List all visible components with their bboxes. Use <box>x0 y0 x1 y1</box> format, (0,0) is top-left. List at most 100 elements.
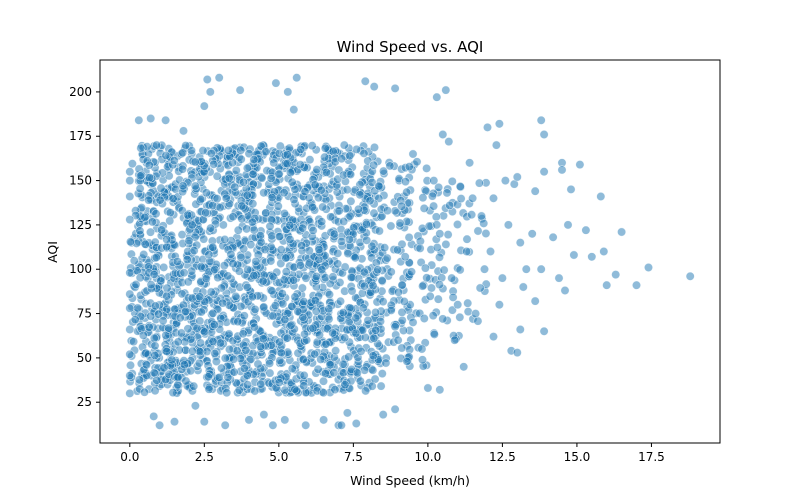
scatter-point <box>488 193 498 203</box>
scatter-point <box>267 286 277 296</box>
scatter-point <box>139 250 149 260</box>
scatter-point <box>222 388 232 398</box>
scatter-point <box>536 115 546 125</box>
scatter-point <box>617 227 627 237</box>
scatter-point <box>412 157 422 167</box>
scatter-point <box>283 87 293 97</box>
y-axis-ticks: 25 50 75 100 125 150 175 200 <box>69 85 100 409</box>
scatter-point <box>376 381 386 391</box>
scatter-point <box>435 229 445 239</box>
scatter-point <box>223 271 233 281</box>
scatter-point <box>183 210 193 220</box>
scatter-point <box>351 313 361 323</box>
scatter-point <box>289 105 299 115</box>
scatter-point <box>202 75 212 85</box>
scatter-point <box>463 298 473 308</box>
scatter-point <box>190 401 200 411</box>
scatter-point <box>210 348 220 358</box>
scatter-point <box>347 286 357 296</box>
scatter-point <box>233 317 243 327</box>
x-axis-label: Wind Speed (km/h) <box>350 473 470 488</box>
scatter-point <box>146 227 156 237</box>
scatter-point <box>149 333 159 343</box>
scatter-point <box>476 211 486 221</box>
scatter-point <box>257 173 267 183</box>
scatter-point <box>345 151 355 161</box>
scatter-point <box>274 377 284 387</box>
scatter-point <box>125 176 135 186</box>
scatter-point <box>125 289 135 299</box>
scatter-point <box>261 208 271 218</box>
scatter-point <box>320 152 330 162</box>
scatter-point <box>643 262 653 272</box>
scatter-point <box>368 365 378 375</box>
scatter-point <box>346 196 356 206</box>
scatter-point <box>378 410 388 420</box>
scatter-point <box>418 193 428 203</box>
scatter-point <box>205 87 215 97</box>
scatter-point <box>285 220 295 230</box>
scatter-point <box>330 385 340 395</box>
scatter-point <box>443 230 453 240</box>
scatter-point <box>325 360 335 370</box>
scatter-point <box>473 316 483 326</box>
scatter-point <box>281 267 291 277</box>
scatter-point <box>135 273 145 283</box>
scatter-point <box>131 279 141 289</box>
scatter-point <box>300 329 310 339</box>
x-tick-label: 2.5 <box>195 450 214 464</box>
scatter-point <box>151 209 161 219</box>
scatter-point <box>150 386 160 396</box>
scatter-point <box>236 154 246 164</box>
scatter-point <box>244 149 254 159</box>
scatter-point <box>221 193 231 203</box>
scatter-point <box>150 341 160 351</box>
scatter-point <box>453 300 463 310</box>
scatter-point <box>369 208 379 218</box>
scatter-point <box>423 383 433 393</box>
scatter-point <box>441 85 451 95</box>
scatter-point <box>317 217 327 227</box>
scatter-point <box>337 154 347 164</box>
scatter-point <box>268 271 278 281</box>
scatter-point <box>351 418 361 428</box>
scatter-point <box>249 271 259 281</box>
scatter-point <box>189 381 199 391</box>
plot-frame <box>99 59 721 444</box>
scatter-point <box>361 386 371 396</box>
scatter-point <box>276 245 286 255</box>
scatter-point <box>386 221 396 231</box>
scatter-point <box>500 176 510 186</box>
scatter-point <box>539 167 549 177</box>
scatter-point <box>404 232 414 242</box>
chart-title: Wind Speed vs. AQI <box>337 38 484 56</box>
scatter-point <box>581 225 591 235</box>
scatter-point <box>311 306 321 316</box>
scatter-point <box>350 253 360 263</box>
scatter-point <box>149 368 159 378</box>
scatter-point <box>442 188 452 198</box>
scatter-point <box>417 344 427 354</box>
scatter-point <box>142 360 152 370</box>
scatter-point <box>340 333 350 343</box>
scatter-point <box>259 188 269 198</box>
scatter-point <box>365 196 375 206</box>
scatter-point <box>382 206 392 216</box>
scatter-point <box>400 177 410 187</box>
scatter-point <box>140 239 150 249</box>
scatter-point <box>431 212 441 222</box>
scatter-point <box>289 195 299 205</box>
scatter-point <box>248 199 258 209</box>
scatter-point <box>209 320 219 330</box>
scatter-point <box>224 329 234 339</box>
scatter-point <box>199 234 209 244</box>
scatter-point <box>134 375 144 385</box>
scatter-point <box>210 264 220 274</box>
scatter-point <box>512 172 522 182</box>
scatter-point <box>175 313 185 323</box>
scatter-point <box>314 330 324 340</box>
scatter-point <box>422 273 432 283</box>
scatter-point <box>429 176 439 186</box>
scatter-point <box>518 282 528 292</box>
scatter-point <box>290 292 300 302</box>
